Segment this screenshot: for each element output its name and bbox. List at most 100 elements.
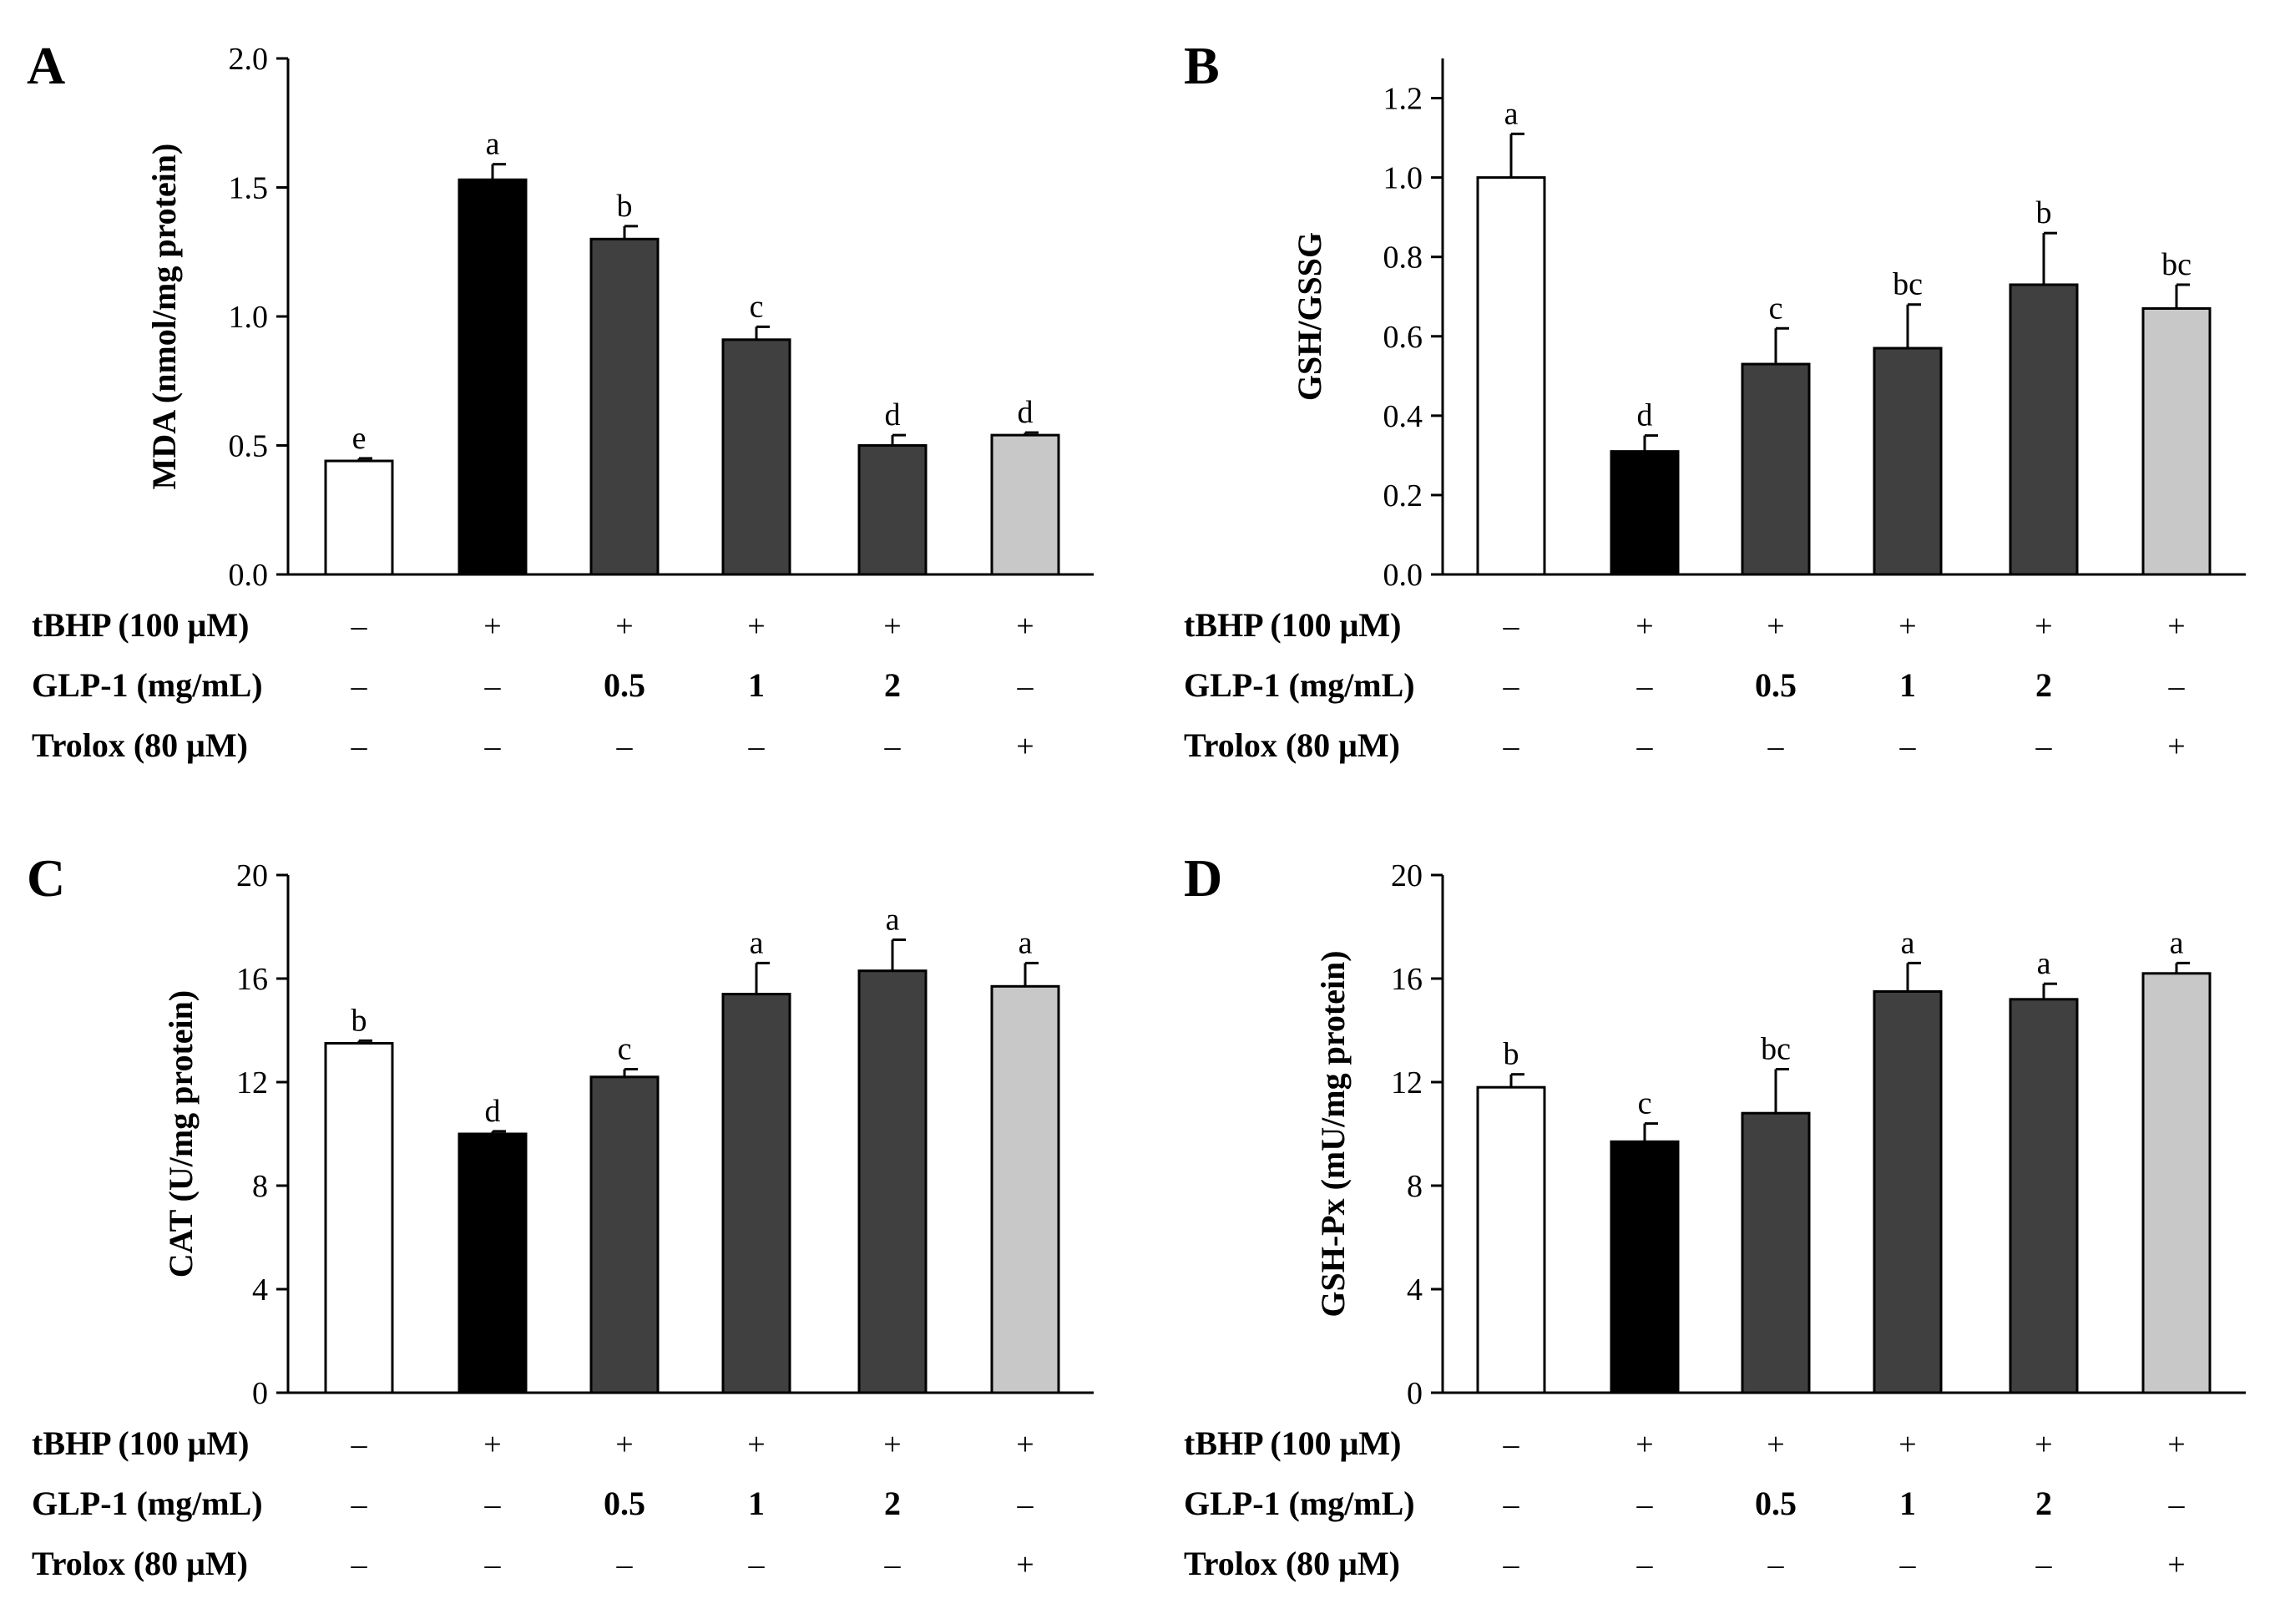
bar-4 xyxy=(857,969,928,1394)
bar-3 xyxy=(1873,347,1943,576)
significance-label: a xyxy=(1504,96,1519,131)
bar-3 xyxy=(1873,990,1943,1394)
treatment-mark: + xyxy=(483,609,501,644)
treatment-mark: + xyxy=(2167,1547,2185,1582)
treatment-label: GLP-1 (mg/mL) xyxy=(32,666,263,704)
bar-5 xyxy=(2141,306,2212,576)
y-axis-title: CAT (U/mg protein) xyxy=(162,990,200,1277)
treatment-mark: – xyxy=(1503,729,1520,764)
significance-label: c xyxy=(750,289,764,324)
treatment-mark: – xyxy=(884,1547,902,1582)
treatment-mark: – xyxy=(1636,669,1654,704)
treatment-mark: + xyxy=(1016,1427,1034,1462)
treatment-mark: 0.5 xyxy=(604,1485,645,1522)
y-tick-label: 4 xyxy=(1407,1272,1423,1308)
treatment-mark: – xyxy=(2168,669,2186,704)
treatment-mark: – xyxy=(484,1487,502,1522)
significance-label: a xyxy=(486,127,500,162)
y-tick-label: 16 xyxy=(1391,962,1423,997)
y-tick-label: 0 xyxy=(252,1376,268,1411)
treatment-mark: + xyxy=(1635,609,1653,644)
y-tick-label: 0.0 xyxy=(229,558,269,593)
treatment-label: GLP-1 (mg/mL) xyxy=(1184,1485,1415,1522)
significance-label: a xyxy=(2170,925,2184,960)
significance-label: a xyxy=(750,925,764,960)
y-tick-label: 0.5 xyxy=(229,429,269,464)
bar-3 xyxy=(721,338,791,576)
bar-1 xyxy=(458,178,528,576)
treatment-label: GLP-1 (mg/mL) xyxy=(1184,666,1415,704)
treatment-mark: + xyxy=(2035,1427,2052,1462)
treatment-label: tBHP (100 μM) xyxy=(32,1424,249,1462)
treatment-mark: – xyxy=(351,1547,368,1582)
treatment-mark: + xyxy=(2035,609,2052,644)
treatment-mark: – xyxy=(351,609,368,644)
treatment-mark: – xyxy=(748,729,766,764)
significance-label: e xyxy=(352,421,367,456)
treatment-mark: – xyxy=(1017,1487,1034,1522)
y-tick-label: 16 xyxy=(236,962,268,997)
y-tick-label: 12 xyxy=(1391,1065,1423,1100)
treatment-mark: – xyxy=(2035,1547,2053,1582)
treatment-mark: + xyxy=(1635,1427,1653,1462)
treatment-mark: + xyxy=(2167,609,2185,644)
treatment-mark: – xyxy=(351,669,368,704)
y-tick-label: 0 xyxy=(1407,1376,1423,1411)
treatment-mark: – xyxy=(1636,729,1654,764)
treatment-mark: + xyxy=(615,1427,633,1462)
significance-label: bc xyxy=(2161,247,2192,282)
panel-letter: C xyxy=(27,848,65,908)
significance-label: b xyxy=(2036,195,2052,230)
treatment-mark: + xyxy=(1767,1427,1784,1462)
bar-2 xyxy=(1741,362,1811,576)
treatment-mark: – xyxy=(1503,1547,1520,1582)
y-tick-label: 20 xyxy=(1391,858,1423,893)
y-tick-label: 1.5 xyxy=(229,171,269,206)
treatment-mark: + xyxy=(1767,609,1784,644)
treatment-label: Trolox (80 μM) xyxy=(1184,1545,1400,1582)
treatment-mark: 1 xyxy=(748,1485,765,1522)
y-tick-label: 0.0 xyxy=(1383,558,1423,593)
treatment-mark: – xyxy=(2035,729,2053,764)
y-tick-label: 8 xyxy=(1407,1169,1423,1204)
treatment-mark: 2 xyxy=(2035,666,2052,704)
treatment-mark: 1 xyxy=(748,666,765,704)
treatment-mark: – xyxy=(351,729,368,764)
significance-label: c xyxy=(1769,291,1783,326)
treatment-mark: – xyxy=(1636,1487,1654,1522)
significance-label: d xyxy=(1637,398,1653,433)
treatment-mark: + xyxy=(615,609,633,644)
y-tick-label: 0.6 xyxy=(1383,320,1423,355)
bar-0 xyxy=(1476,176,1546,576)
chart-panel-a: A 0.0 0.5 1.0 1.5 2.0 MDA (nmol/mg protein) e a b… xyxy=(27,36,1094,764)
panel-letter: B xyxy=(1184,36,1220,95)
treatment-mark: + xyxy=(2167,729,2185,764)
treatment-mark: + xyxy=(483,1427,501,1462)
treatment-mark: + xyxy=(1898,609,1916,644)
treatment-mark: – xyxy=(1503,669,1520,704)
significance-label: d xyxy=(885,397,901,433)
significance-label: d xyxy=(1018,395,1034,430)
treatment-mark: 2 xyxy=(2035,1485,2052,1522)
bar-0 xyxy=(324,459,394,576)
y-axis-title: GSH/GSSG xyxy=(1291,232,1328,401)
treatment-label: Trolox (80 μM) xyxy=(32,726,248,764)
bar-0 xyxy=(1476,1085,1546,1394)
treatment-mark: 1 xyxy=(1899,1485,1916,1522)
y-tick-label: 1.0 xyxy=(229,300,269,335)
treatment-label: Trolox (80 μM) xyxy=(32,1545,248,1582)
y-tick-label: 0.2 xyxy=(1383,478,1423,514)
treatment-mark: – xyxy=(884,729,902,764)
treatment-mark: – xyxy=(1899,729,1917,764)
significance-label: bc xyxy=(1893,267,1923,302)
significance-label: d xyxy=(485,1094,501,1129)
bar-1 xyxy=(1610,450,1680,576)
y-tick-label: 0.8 xyxy=(1383,240,1423,276)
bar-2 xyxy=(589,237,660,576)
treatment-mark: – xyxy=(616,729,634,764)
treatment-mark: 1 xyxy=(1899,666,1916,704)
treatment-mark: – xyxy=(1636,1547,1654,1582)
